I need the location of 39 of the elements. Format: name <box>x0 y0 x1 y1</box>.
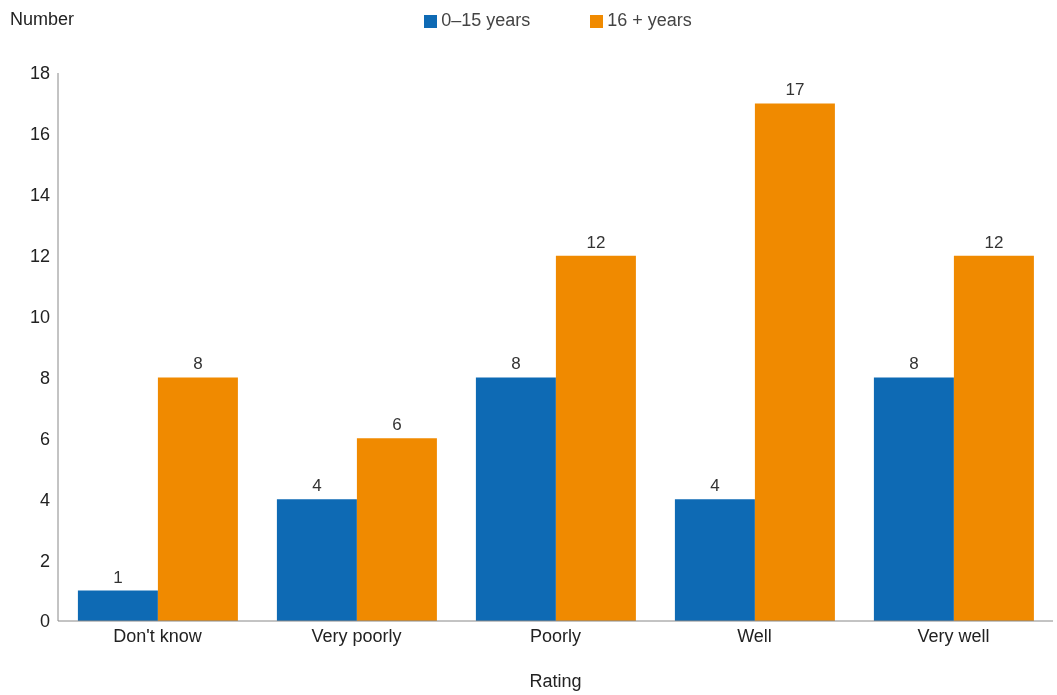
x-tick-label: Poorly <box>529 625 582 646</box>
x-tick-label: Well <box>737 625 772 646</box>
x-tick-label: Very poorly <box>311 625 402 646</box>
bar <box>754 103 835 621</box>
bar <box>276 499 357 621</box>
bar <box>674 499 755 621</box>
data-label: 1 <box>113 567 123 587</box>
legend-label: 16 + years <box>607 10 692 30</box>
x-tick-label: Don't know <box>113 625 203 646</box>
data-label: 8 <box>511 354 521 374</box>
data-label: 8 <box>909 354 919 374</box>
data-label: 4 <box>710 476 720 496</box>
y-tick-label: 4 <box>39 489 50 510</box>
x-tick-label: Very well <box>917 625 990 646</box>
bar <box>873 377 954 621</box>
y-tick-label: 14 <box>29 185 50 206</box>
y-tick-label: 8 <box>39 367 50 388</box>
data-label: 8 <box>193 354 203 374</box>
y-tick-label: 18 <box>29 63 50 84</box>
legend-label: 0–15 years <box>441 10 531 30</box>
bar <box>356 438 437 621</box>
y-axis-title: Number <box>10 9 75 30</box>
data-label: 4 <box>312 476 322 496</box>
y-tick-label: 0 <box>39 611 50 632</box>
y-tick-label: 12 <box>29 246 50 267</box>
bar <box>555 255 636 621</box>
y-tick-label: 10 <box>29 306 50 327</box>
y-tick-label: 2 <box>39 550 50 571</box>
bar <box>157 377 238 621</box>
data-label: 17 <box>785 80 805 100</box>
bar <box>475 377 556 621</box>
bar <box>77 590 158 621</box>
bar <box>953 255 1034 621</box>
x-axis-title: Rating <box>529 671 582 691</box>
data-label: 12 <box>984 232 1004 252</box>
data-label: 12 <box>586 232 606 252</box>
data-label: 6 <box>392 415 402 435</box>
y-tick-label: 6 <box>39 428 50 449</box>
y-tick-label: 16 <box>29 124 50 145</box>
